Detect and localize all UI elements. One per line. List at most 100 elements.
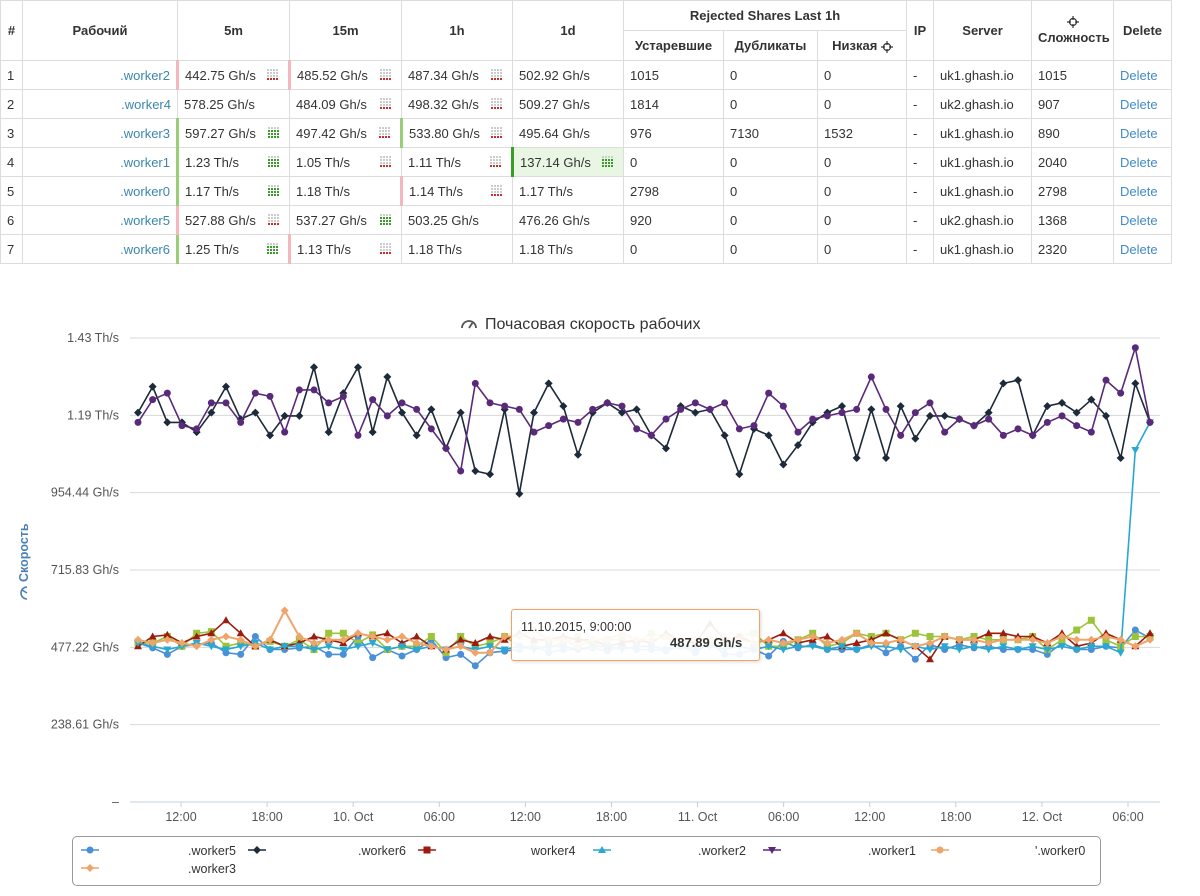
data-point[interactable]	[222, 616, 230, 624]
data-point[interactable]	[896, 635, 905, 644]
data-point[interactable]	[1146, 629, 1154, 637]
data-point[interactable]	[354, 363, 362, 372]
data-point[interactable]	[970, 643, 978, 651]
data-point[interactable]	[940, 411, 949, 420]
data-point[interactable]	[984, 639, 993, 648]
data-point[interactable]	[1116, 454, 1125, 463]
data-point[interactable]	[251, 408, 260, 417]
data-point[interactable]	[926, 655, 934, 663]
col-header-worker[interactable]: Рабочий	[22, 0, 178, 61]
data-point[interactable]	[368, 640, 377, 648]
data-point[interactable]	[236, 643, 245, 651]
data-point[interactable]	[310, 632, 318, 640]
data-point[interactable]	[354, 431, 362, 439]
data-point[interactable]	[324, 428, 333, 437]
worker-link[interactable]: .worker2	[120, 67, 170, 83]
data-point[interactable]	[911, 409, 919, 417]
data-point[interactable]	[178, 422, 186, 430]
data-point[interactable]	[852, 454, 861, 463]
data-point[interactable]	[1072, 635, 1081, 644]
data-point[interactable]	[941, 428, 949, 436]
data-point[interactable]	[764, 643, 773, 651]
data-point[interactable]	[1058, 643, 1066, 651]
delete-link[interactable]: Delete	[1120, 212, 1158, 228]
col-header-ip[interactable]: IP	[906, 0, 935, 61]
data-point[interactable]	[838, 643, 846, 651]
data-point[interactable]	[823, 632, 832, 640]
data-point[interactable]	[163, 650, 171, 658]
data-point[interactable]	[662, 444, 670, 453]
data-point[interactable]	[456, 642, 465, 651]
data-point[interactable]	[398, 399, 406, 407]
data-point[interactable]	[457, 650, 465, 658]
data-point[interactable]	[295, 386, 303, 394]
data-point[interactable]	[486, 632, 494, 640]
data-point[interactable]	[1028, 635, 1037, 644]
data-point[interactable]	[896, 646, 905, 654]
data-point[interactable]	[794, 428, 802, 436]
data-point[interactable]	[545, 422, 553, 430]
col-header-difficulty[interactable]: Сложность	[1031, 0, 1115, 61]
data-point[interactable]	[764, 635, 773, 644]
data-point[interactable]	[1131, 633, 1139, 641]
data-point[interactable]	[1116, 635, 1125, 644]
data-point[interactable]	[896, 402, 905, 411]
data-point[interactable]	[1014, 646, 1022, 654]
data-point[interactable]	[779, 402, 787, 410]
data-point[interactable]	[266, 635, 274, 644]
data-point[interactable]	[984, 646, 993, 654]
data-point[interactable]	[148, 639, 157, 648]
worker-link[interactable]: .worker0	[120, 183, 170, 199]
data-point[interactable]	[442, 444, 450, 452]
data-point[interactable]	[1043, 402, 1052, 411]
col-header-15m[interactable]: 15m	[289, 0, 402, 61]
data-point[interactable]	[1087, 395, 1096, 404]
data-point[interactable]	[911, 655, 919, 663]
data-point[interactable]	[412, 639, 421, 648]
data-point[interactable]	[354, 629, 362, 638]
data-point[interactable]	[207, 629, 216, 637]
data-point[interactable]	[398, 408, 406, 417]
data-point[interactable]	[544, 379, 553, 388]
data-point[interactable]	[325, 399, 333, 407]
data-point[interactable]	[721, 399, 729, 407]
data-point[interactable]	[295, 643, 304, 651]
data-point[interactable]	[999, 431, 1007, 439]
data-point[interactable]	[808, 632, 817, 641]
data-point[interactable]	[1131, 344, 1139, 352]
data-point[interactable]	[412, 431, 421, 440]
data-point[interactable]	[1014, 425, 1022, 433]
data-point[interactable]	[1146, 418, 1154, 426]
data-point[interactable]	[324, 635, 333, 644]
data-point[interactable]	[853, 405, 861, 413]
data-point[interactable]	[1058, 398, 1066, 407]
data-point[interactable]	[427, 633, 435, 641]
data-point[interactable]	[1102, 643, 1110, 651]
data-point[interactable]	[1102, 411, 1110, 420]
data-point[interactable]	[999, 379, 1008, 388]
data-point[interactable]	[1073, 422, 1081, 430]
data-point[interactable]	[207, 635, 216, 644]
data-point[interactable]	[310, 363, 318, 372]
delete-link[interactable]: Delete	[1120, 154, 1158, 170]
data-point[interactable]	[603, 399, 611, 407]
data-point[interactable]	[178, 639, 186, 648]
data-point[interactable]	[530, 428, 538, 436]
data-point[interactable]	[471, 662, 479, 670]
data-point[interactable]	[310, 646, 318, 654]
col-header-1h[interactable]: 1h	[401, 0, 513, 61]
data-point[interactable]	[706, 405, 714, 413]
data-point[interactable]	[1029, 431, 1037, 439]
data-point[interactable]	[1072, 646, 1081, 654]
data-point[interactable]	[633, 425, 641, 433]
data-point[interactable]	[134, 635, 142, 644]
worker-link[interactable]: .worker6	[120, 241, 170, 257]
delete-link[interactable]: Delete	[1120, 96, 1158, 112]
data-point[interactable]	[281, 428, 289, 436]
data-point[interactable]	[765, 652, 773, 660]
data-point[interactable]	[280, 643, 289, 651]
data-point[interactable]	[1146, 635, 1154, 644]
col-header-5m[interactable]: 5m	[177, 0, 290, 61]
data-point[interactable]	[339, 650, 347, 658]
data-point[interactable]	[486, 639, 494, 647]
